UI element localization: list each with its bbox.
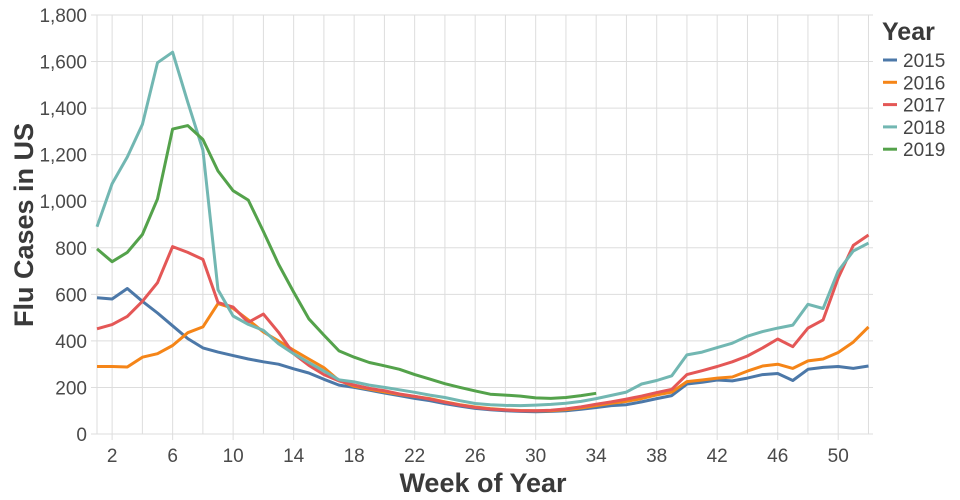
x-tick-label: 34 [586,446,608,467]
x-tick-label: 2 [107,446,118,467]
x-tick-label: 50 [828,446,849,467]
legend-item-2015: 2015 [883,51,945,72]
y-tick-label: 0 [76,425,87,446]
y-tick-label: 800 [55,239,87,260]
y-tick-label: 1,000 [39,192,87,213]
y-tick-label: 1,400 [39,99,87,120]
x-axis-title: Week of Year [399,468,567,498]
x-tick-label: 30 [525,446,546,467]
legend-label-2018: 2018 [903,118,945,139]
series-line-2016 [97,302,870,413]
x-tick-label: 22 [404,446,425,467]
series-line-2017 [96,233,870,413]
series-line-2019 [96,124,597,400]
x-tick-label: 42 [707,446,728,467]
x-tick-label: 18 [344,446,365,467]
y-tick-label: 1,800 [39,6,87,27]
x-tick-label: 10 [223,446,244,467]
y-axis-title: Flu Cases in US [9,123,39,327]
x-tick-label: 26 [465,446,486,467]
y-tick-label: 400 [55,332,87,353]
x-tick-label: 38 [646,446,667,467]
x-tick-label: 6 [167,446,178,467]
y-tick-label: 1,600 [39,53,87,74]
legend-item-2017: 2017 [883,96,945,117]
series-layer [95,50,870,414]
legend-title: Year [882,18,935,46]
legend-label-2019: 2019 [903,140,945,161]
y-tick-label: 200 [55,378,87,399]
x-tick-label: 46 [767,446,788,467]
legend-item-2019: 2019 [883,140,945,161]
x-tick-label: 14 [283,446,305,467]
legend-item-2018: 2018 [883,118,945,139]
legend-label-2017: 2017 [903,96,945,117]
tick-layer [91,14,839,440]
grid-layer [96,14,873,435]
y-tick-label: 1,200 [39,146,87,167]
series-line-2018 [95,50,870,408]
y-tick-label: 600 [55,285,87,306]
legend-label-2016: 2016 [903,73,945,94]
legend-item-2016: 2016 [883,73,945,94]
legend-label-2015: 2015 [903,51,945,72]
